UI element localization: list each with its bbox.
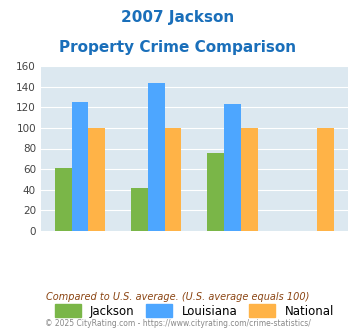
Bar [241,128,258,231]
Bar [207,152,224,231]
Text: Property Crime Comparison: Property Crime Comparison [59,40,296,54]
Bar [55,168,72,231]
Bar [165,128,181,231]
Bar [88,128,105,231]
Text: Compared to U.S. average. (U.S. average equals 100): Compared to U.S. average. (U.S. average … [46,292,309,302]
Bar [224,104,241,231]
Bar [317,128,334,231]
Bar [148,82,165,231]
Bar [131,188,148,231]
Legend: Jackson, Louisiana, National: Jackson, Louisiana, National [50,300,339,322]
Bar [72,102,88,231]
Text: © 2025 CityRating.com - https://www.cityrating.com/crime-statistics/: © 2025 CityRating.com - https://www.city… [45,319,310,328]
Text: 2007 Jackson: 2007 Jackson [121,10,234,25]
